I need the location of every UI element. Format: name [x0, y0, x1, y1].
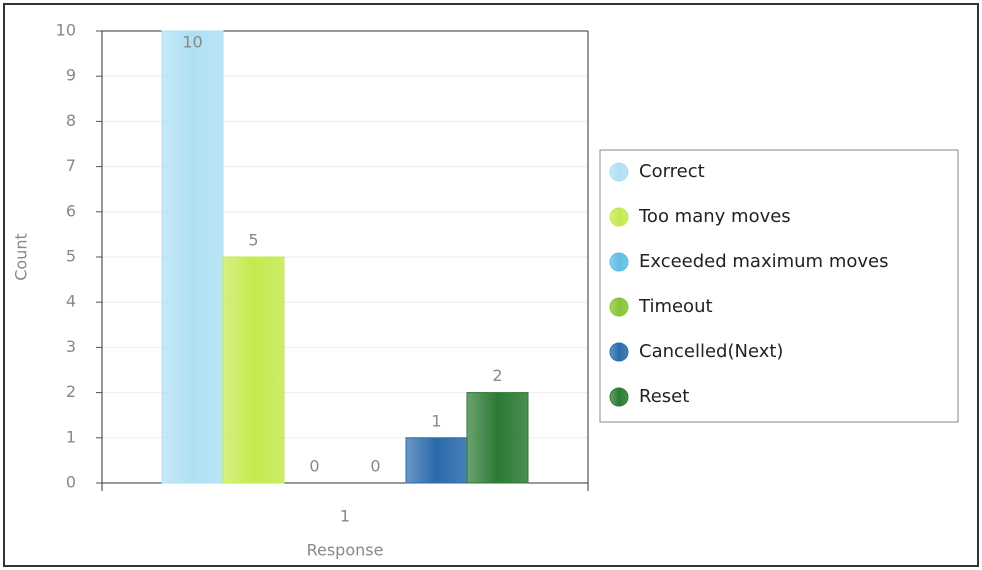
y-tick-label: 3 — [66, 337, 76, 356]
legend-box — [599, 149, 959, 423]
x-tick-label: 1 — [340, 507, 350, 526]
y-tick-label: 9 — [66, 66, 76, 85]
legend-marker — [609, 252, 629, 272]
legend-label: Reset — [639, 386, 689, 407]
y-axis-label: Count — [12, 233, 31, 281]
y-tick-label: 4 — [66, 292, 76, 311]
bar — [161, 30, 224, 484]
data-label: 5 — [248, 231, 258, 250]
data-label: 0 — [309, 457, 319, 476]
data-label: 0 — [370, 457, 380, 476]
legend-label: Exceeded maximum moves — [639, 251, 888, 272]
y-tick-label: 6 — [66, 201, 76, 220]
x-axis-label: Response — [307, 541, 384, 560]
legend-marker — [609, 207, 629, 227]
legend-label: Correct — [639, 161, 705, 182]
y-tick-label: 7 — [66, 156, 76, 175]
legend-marker — [609, 387, 629, 407]
legend-marker — [609, 342, 629, 362]
y-tick-label: 10 — [56, 21, 76, 40]
legend-label: Too many moves — [638, 206, 791, 227]
legend-marker — [609, 297, 629, 317]
y-tick-label: 8 — [66, 111, 76, 130]
bar — [466, 392, 529, 484]
y-tick-label: 1 — [66, 427, 76, 446]
data-label: 1 — [431, 411, 441, 430]
y-tick-label: 0 — [66, 473, 76, 492]
bar — [222, 256, 285, 484]
legend-label: Timeout — [638, 296, 713, 317]
y-tick-label: 2 — [66, 382, 76, 401]
legend-marker — [609, 162, 629, 182]
bar — [405, 437, 468, 484]
data-label: 2 — [492, 366, 502, 385]
y-tick-label: 5 — [66, 247, 76, 266]
data-label: 10 — [182, 33, 202, 52]
legend-label: Cancelled(Next) — [639, 341, 783, 362]
